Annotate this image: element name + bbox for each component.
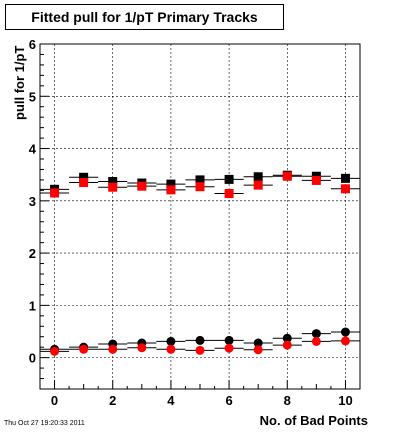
data-point-circle [50,346,60,356]
y-tick-label: 6 [29,37,36,52]
data-point-square [166,179,176,189]
data-point-circle [166,336,176,346]
data-point-square [195,175,205,185]
y-tick-label: 3 [29,194,36,209]
data-point-square [340,184,350,194]
y-tick-label: 1 [29,298,36,313]
y-tick-label: 0 [29,351,36,366]
x-tick-label: 6 [225,393,232,408]
data-point-circle [311,336,321,346]
x-tick-label: 4 [167,393,175,408]
data-point-square [282,171,292,181]
data-point-circle [79,344,89,354]
data-point-circle [108,344,118,354]
data-point-square [108,176,118,186]
y-tick-label: 5 [29,89,36,104]
data-point-square [108,182,118,192]
y-tick-label: 2 [29,246,36,261]
x-tick-label: 2 [109,393,116,408]
data-point-circle [282,333,292,343]
data-point-circle [253,345,263,355]
data-point-square [311,175,321,185]
data-point-square [253,180,263,190]
data-point-circle [224,343,234,353]
x-tick-label: 10 [338,393,352,408]
data-point-square [79,172,89,182]
data-point-circle [224,335,234,345]
data-point-circle [166,344,176,354]
x-tick-label: 8 [284,393,291,408]
timestamp: Thu Oct 27 19:20:33 2011 [4,420,85,427]
data-point-circle [340,336,350,346]
data-point-square [79,178,89,188]
data-point-square [166,185,176,195]
data-point-square [195,182,205,192]
data-point-circle [137,343,147,353]
data-point-circle [253,338,263,348]
data-point-square [224,189,234,198]
data-point-square [340,173,350,183]
data-point-square [253,172,263,182]
chart-title-box: Fitted pull for 1/pT Primary Tracks [5,4,284,30]
data-point-square [50,188,60,198]
x-axis-label: No. of Bad Points [259,413,368,428]
data-point-circle [195,335,205,345]
data-point-circle [340,327,350,337]
y-tick-label: 4 [29,142,37,157]
data-point-square [137,181,147,191]
data-point-circle [195,345,205,355]
chart-title: Fitted pull for 1/pT Primary Tracks [31,9,258,25]
data-point-circle [311,329,321,339]
data-point-circle [282,340,292,350]
data-point-square [224,174,234,184]
x-tick-label: 0 [51,393,58,408]
